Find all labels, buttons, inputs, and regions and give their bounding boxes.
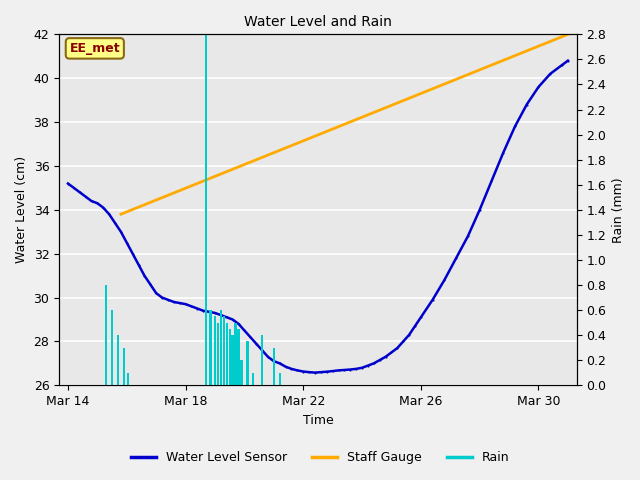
Bar [116, 335, 119, 385]
Bar [105, 285, 108, 385]
Bar [261, 335, 263, 385]
Bar [240, 360, 243, 385]
Bar [228, 329, 231, 385]
Title: Water Level and Rain: Water Level and Rain [244, 15, 392, 29]
Bar [225, 323, 228, 385]
Y-axis label: Rain (mm): Rain (mm) [612, 177, 625, 243]
Bar [220, 310, 222, 385]
Bar [237, 329, 240, 385]
Bar [223, 316, 225, 385]
Bar [246, 341, 248, 385]
Bar [217, 323, 219, 385]
Bar [252, 373, 255, 385]
Bar [234, 323, 237, 385]
Bar [123, 348, 125, 385]
Bar [214, 316, 216, 385]
Bar [111, 310, 113, 385]
Legend: Water Level Sensor, Staff Gauge, Rain: Water Level Sensor, Staff Gauge, Rain [125, 446, 515, 469]
Bar [273, 348, 275, 385]
Bar [209, 310, 212, 385]
Bar [232, 335, 234, 385]
Y-axis label: Water Level (cm): Water Level (cm) [15, 156, 28, 264]
X-axis label: Time: Time [303, 414, 333, 427]
Bar [278, 373, 281, 385]
Bar [205, 35, 207, 385]
Text: EE_met: EE_met [70, 42, 120, 55]
Bar [127, 373, 129, 385]
